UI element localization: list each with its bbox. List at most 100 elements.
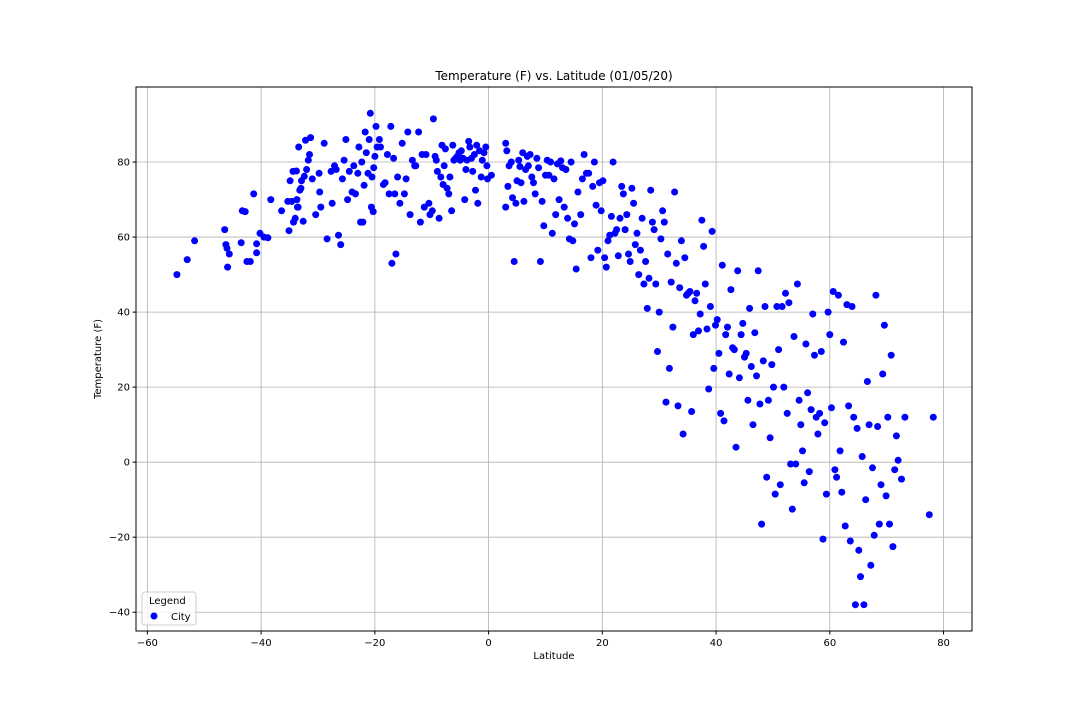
data-point-city: [886, 520, 893, 528]
data-point-city: [706, 303, 714, 310]
data-point-city: [191, 237, 199, 245]
data-point-city: [425, 199, 433, 207]
data-point-city: [592, 201, 600, 209]
data-point-city: [303, 166, 311, 173]
data-point-city: [840, 338, 847, 346]
data-point-city: [787, 460, 795, 468]
data-point-city: [691, 297, 699, 305]
data-point-city: [712, 321, 719, 329]
data-point-city: [416, 218, 424, 226]
data-point-city: [368, 173, 376, 181]
data-point-city: [824, 308, 832, 316]
data-point-city: [858, 453, 866, 460]
data-point-city: [526, 151, 534, 158]
data-point-city: [448, 207, 456, 215]
legend-title: Legend: [149, 596, 186, 607]
data-point-city: [628, 184, 636, 192]
data-point-city: [504, 182, 512, 190]
data-point-city: [292, 167, 300, 175]
y-tick-label: 80: [117, 158, 130, 169]
data-point-city: [734, 267, 742, 275]
data-point-city: [480, 149, 488, 157]
data-point-city: [477, 173, 485, 181]
data-point-city: [616, 214, 624, 222]
data-point-city: [874, 423, 882, 430]
data-point-city: [756, 400, 764, 408]
data-point-city: [548, 229, 556, 237]
data-point-city: [645, 274, 653, 282]
data-point-city: [354, 169, 362, 177]
data-point-city: [352, 190, 359, 198]
data-point-city: [619, 190, 627, 198]
data-point-city: [674, 402, 682, 410]
data-point-city: [718, 261, 726, 269]
data-point-city: [855, 546, 863, 554]
y-tick-label: 0: [124, 458, 130, 469]
data-point-city: [400, 190, 408, 198]
data-point-city: [472, 186, 479, 194]
data-point-city: [783, 409, 791, 417]
data-point-city: [838, 488, 846, 496]
data-point-city: [817, 348, 825, 355]
data-point-city: [727, 286, 735, 294]
data-point-city: [870, 531, 878, 539]
data-point-city: [323, 235, 331, 243]
data-point-city: [461, 196, 469, 204]
data-point-city: [695, 327, 702, 335]
data-point-city: [316, 188, 324, 196]
plot-area-frame: [135, 86, 973, 632]
data-point-city: [647, 186, 655, 194]
data-point-city: [925, 511, 933, 519]
data-point-city: [315, 169, 323, 177]
data-point-city: [763, 473, 771, 481]
data-point-city: [831, 466, 839, 474]
data-point-city: [891, 466, 899, 474]
data-point-city: [633, 229, 641, 237]
data-point-city: [571, 220, 578, 228]
data-point-city: [797, 421, 805, 429]
data-point-city: [715, 349, 723, 357]
data-point-city: [744, 396, 752, 404]
data-point-city: [809, 310, 817, 318]
data-point-city: [836, 447, 844, 455]
data-point-city: [560, 203, 568, 211]
data-point-city: [574, 188, 582, 196]
data-point-city: [317, 203, 325, 211]
data-point-city: [457, 147, 465, 155]
data-point-city: [862, 496, 870, 504]
data-point-city: [636, 246, 644, 254]
data-point-city: [724, 323, 731, 331]
data-point-city: [398, 139, 406, 147]
data-point-city: [320, 139, 328, 147]
data-point-city: [725, 370, 733, 378]
data-point-city: [300, 172, 308, 180]
data-point-city: [795, 396, 803, 404]
data-point-city: [768, 361, 776, 369]
x-tick-label: −20: [364, 638, 385, 649]
data-point-city: [306, 151, 313, 158]
data-point-city: [679, 430, 687, 438]
data-point-city: [865, 421, 873, 429]
data-point-city: [841, 522, 849, 530]
data-point-city: [470, 151, 478, 158]
data-point-city: [802, 340, 810, 348]
data-point-city: [672, 259, 680, 267]
data-point-city: [375, 136, 383, 143]
data-point-city: [892, 432, 900, 440]
data-point-city: [585, 169, 593, 177]
chart-title: Temperature (F) vs. Latitude (01/05/20): [434, 69, 672, 83]
data-point-city: [557, 157, 565, 165]
data-point-city: [597, 207, 605, 215]
data-points: [173, 109, 937, 609]
data-point-city: [507, 158, 515, 166]
data-point-city: [753, 372, 760, 380]
data-point-city: [676, 284, 684, 292]
data-point-city: [587, 254, 595, 262]
data-point-city: [512, 199, 520, 207]
data-point-city: [833, 473, 841, 481]
data-point-city: [515, 156, 523, 164]
data-point-city: [406, 211, 414, 219]
data-point-city: [631, 241, 639, 249]
data-point-city: [621, 226, 629, 234]
